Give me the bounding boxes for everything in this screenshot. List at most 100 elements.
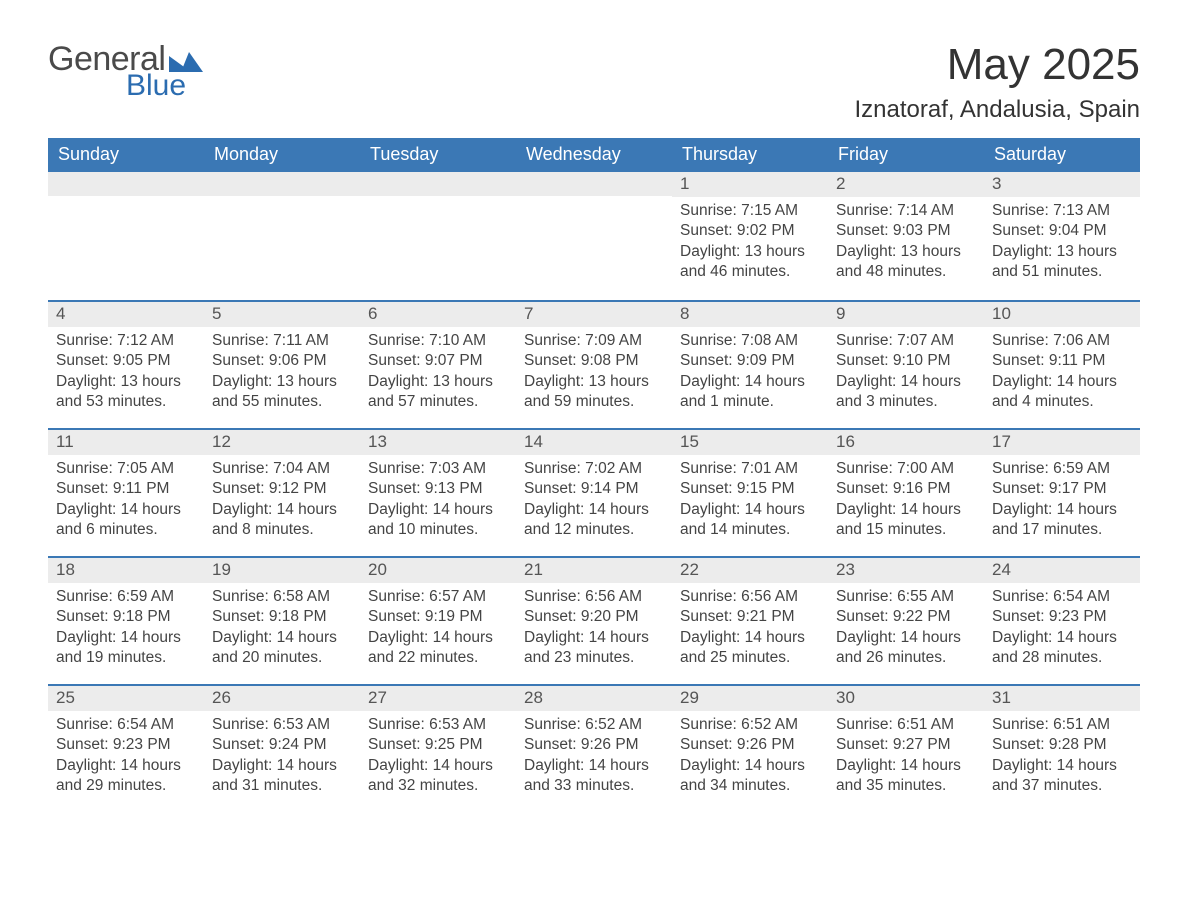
day-number: 2: [828, 172, 984, 197]
day-body: Sunrise: 7:12 AMSunset: 9:05 PMDaylight:…: [48, 327, 204, 423]
daylight-text: Daylight: 14 hours and 23 minutes.: [524, 628, 664, 669]
calendar: SundayMondayTuesdayWednesdayThursdayFrid…: [48, 138, 1140, 812]
sunset-text: Sunset: 9:27 PM: [836, 735, 976, 755]
sunrise-text: Sunrise: 7:06 AM: [992, 331, 1132, 351]
weekday-header: Tuesday: [360, 138, 516, 172]
sunset-text: Sunset: 9:16 PM: [836, 479, 976, 499]
week-row: 25Sunrise: 6:54 AMSunset: 9:23 PMDayligh…: [48, 684, 1140, 812]
weekday-header: Wednesday: [516, 138, 672, 172]
sunset-text: Sunset: 9:22 PM: [836, 607, 976, 627]
day-cell: 20Sunrise: 6:57 AMSunset: 9:19 PMDayligh…: [360, 558, 516, 684]
sunrise-text: Sunrise: 6:53 AM: [212, 715, 352, 735]
day-body: Sunrise: 6:53 AMSunset: 9:24 PMDaylight:…: [204, 711, 360, 807]
empty-day-cell: [516, 172, 672, 300]
day-number: 7: [516, 302, 672, 327]
week-row: 1Sunrise: 7:15 AMSunset: 9:02 PMDaylight…: [48, 172, 1140, 300]
daylight-text: Daylight: 14 hours and 35 minutes.: [836, 756, 976, 797]
day-number: 22: [672, 558, 828, 583]
page-header: General Blue May 2025 Iznatoraf, Andalus…: [48, 40, 1140, 124]
sunset-text: Sunset: 9:26 PM: [680, 735, 820, 755]
day-body: Sunrise: 7:15 AMSunset: 9:02 PMDaylight:…: [672, 197, 828, 293]
day-body: Sunrise: 7:09 AMSunset: 9:08 PMDaylight:…: [516, 327, 672, 423]
sunset-text: Sunset: 9:13 PM: [368, 479, 508, 499]
daylight-text: Daylight: 14 hours and 4 minutes.: [992, 372, 1132, 413]
day-cell: 21Sunrise: 6:56 AMSunset: 9:20 PMDayligh…: [516, 558, 672, 684]
sunrise-text: Sunrise: 6:58 AM: [212, 587, 352, 607]
sunrise-text: Sunrise: 6:53 AM: [368, 715, 508, 735]
day-number: 1: [672, 172, 828, 197]
daylight-text: Daylight: 14 hours and 29 minutes.: [56, 756, 196, 797]
day-body: Sunrise: 7:01 AMSunset: 9:15 PMDaylight:…: [672, 455, 828, 551]
weekday-header: Friday: [828, 138, 984, 172]
week-row: 11Sunrise: 7:05 AMSunset: 9:11 PMDayligh…: [48, 428, 1140, 556]
day-body: Sunrise: 7:04 AMSunset: 9:12 PMDaylight:…: [204, 455, 360, 551]
day-body: Sunrise: 7:00 AMSunset: 9:16 PMDaylight:…: [828, 455, 984, 551]
day-number: 5: [204, 302, 360, 327]
day-cell: 1Sunrise: 7:15 AMSunset: 9:02 PMDaylight…: [672, 172, 828, 300]
daylight-text: Daylight: 14 hours and 14 minutes.: [680, 500, 820, 541]
daylight-text: Daylight: 13 hours and 57 minutes.: [368, 372, 508, 413]
day-cell: 23Sunrise: 6:55 AMSunset: 9:22 PMDayligh…: [828, 558, 984, 684]
empty-day-header: [360, 172, 516, 196]
day-cell: 29Sunrise: 6:52 AMSunset: 9:26 PMDayligh…: [672, 686, 828, 812]
sunset-text: Sunset: 9:03 PM: [836, 221, 976, 241]
empty-day-cell: [48, 172, 204, 300]
daylight-text: Daylight: 14 hours and 33 minutes.: [524, 756, 664, 797]
daylight-text: Daylight: 14 hours and 6 minutes.: [56, 500, 196, 541]
sunset-text: Sunset: 9:04 PM: [992, 221, 1132, 241]
day-cell: 28Sunrise: 6:52 AMSunset: 9:26 PMDayligh…: [516, 686, 672, 812]
sunrise-text: Sunrise: 7:02 AM: [524, 459, 664, 479]
day-body: Sunrise: 6:52 AMSunset: 9:26 PMDaylight:…: [672, 711, 828, 807]
sunrise-text: Sunrise: 7:08 AM: [680, 331, 820, 351]
title-block: May 2025 Iznatoraf, Andalusia, Spain: [854, 40, 1140, 124]
sunset-text: Sunset: 9:14 PM: [524, 479, 664, 499]
sunrise-text: Sunrise: 7:14 AM: [836, 201, 976, 221]
day-number: 8: [672, 302, 828, 327]
day-body: Sunrise: 6:57 AMSunset: 9:19 PMDaylight:…: [360, 583, 516, 679]
day-number: 18: [48, 558, 204, 583]
day-number: 19: [204, 558, 360, 583]
daylight-text: Daylight: 14 hours and 15 minutes.: [836, 500, 976, 541]
sunrise-text: Sunrise: 7:13 AM: [992, 201, 1132, 221]
daylight-text: Daylight: 14 hours and 37 minutes.: [992, 756, 1132, 797]
weekday-header: Monday: [204, 138, 360, 172]
day-number: 14: [516, 430, 672, 455]
daylight-text: Daylight: 13 hours and 51 minutes.: [992, 242, 1132, 283]
sunset-text: Sunset: 9:02 PM: [680, 221, 820, 241]
day-cell: 13Sunrise: 7:03 AMSunset: 9:13 PMDayligh…: [360, 430, 516, 556]
sunset-text: Sunset: 9:18 PM: [56, 607, 196, 627]
sunset-text: Sunset: 9:28 PM: [992, 735, 1132, 755]
day-number: 28: [516, 686, 672, 711]
sunrise-text: Sunrise: 7:09 AM: [524, 331, 664, 351]
sunrise-text: Sunrise: 6:51 AM: [836, 715, 976, 735]
sunset-text: Sunset: 9:24 PM: [212, 735, 352, 755]
empty-day-cell: [204, 172, 360, 300]
day-body: Sunrise: 7:07 AMSunset: 9:10 PMDaylight:…: [828, 327, 984, 423]
weekday-header: Saturday: [984, 138, 1140, 172]
daylight-text: Daylight: 14 hours and 31 minutes.: [212, 756, 352, 797]
sunset-text: Sunset: 9:18 PM: [212, 607, 352, 627]
day-body: Sunrise: 7:10 AMSunset: 9:07 PMDaylight:…: [360, 327, 516, 423]
daylight-text: Daylight: 14 hours and 22 minutes.: [368, 628, 508, 669]
day-body: Sunrise: 6:52 AMSunset: 9:26 PMDaylight:…: [516, 711, 672, 807]
sunset-text: Sunset: 9:06 PM: [212, 351, 352, 371]
day-number: 23: [828, 558, 984, 583]
weekday-header-row: SundayMondayTuesdayWednesdayThursdayFrid…: [48, 138, 1140, 172]
day-cell: 24Sunrise: 6:54 AMSunset: 9:23 PMDayligh…: [984, 558, 1140, 684]
daylight-text: Daylight: 14 hours and 17 minutes.: [992, 500, 1132, 541]
sunrise-text: Sunrise: 6:52 AM: [680, 715, 820, 735]
day-body: Sunrise: 6:51 AMSunset: 9:27 PMDaylight:…: [828, 711, 984, 807]
sunrise-text: Sunrise: 6:54 AM: [992, 587, 1132, 607]
day-cell: 31Sunrise: 6:51 AMSunset: 9:28 PMDayligh…: [984, 686, 1140, 812]
day-number: 20: [360, 558, 516, 583]
day-number: 27: [360, 686, 516, 711]
day-cell: 3Sunrise: 7:13 AMSunset: 9:04 PMDaylight…: [984, 172, 1140, 300]
day-cell: 11Sunrise: 7:05 AMSunset: 9:11 PMDayligh…: [48, 430, 204, 556]
empty-day-header: [516, 172, 672, 196]
sunrise-text: Sunrise: 6:56 AM: [524, 587, 664, 607]
sunset-text: Sunset: 9:23 PM: [992, 607, 1132, 627]
day-body: Sunrise: 7:08 AMSunset: 9:09 PMDaylight:…: [672, 327, 828, 423]
daylight-text: Daylight: 13 hours and 48 minutes.: [836, 242, 976, 283]
daylight-text: Daylight: 14 hours and 25 minutes.: [680, 628, 820, 669]
day-body: Sunrise: 7:13 AMSunset: 9:04 PMDaylight:…: [984, 197, 1140, 293]
